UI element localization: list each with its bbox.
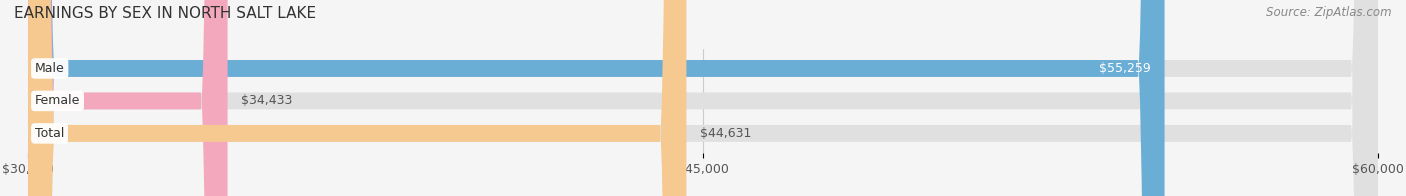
Text: $44,631: $44,631 [700, 127, 751, 140]
FancyBboxPatch shape [28, 0, 686, 196]
Text: EARNINGS BY SEX IN NORTH SALT LAKE: EARNINGS BY SEX IN NORTH SALT LAKE [14, 6, 316, 21]
Text: Total: Total [35, 127, 65, 140]
Text: Male: Male [35, 62, 65, 75]
FancyBboxPatch shape [28, 0, 1378, 196]
Text: $55,259: $55,259 [1099, 62, 1152, 75]
FancyBboxPatch shape [28, 0, 1164, 196]
Text: Female: Female [35, 94, 80, 107]
FancyBboxPatch shape [28, 0, 228, 196]
Text: $34,433: $34,433 [240, 94, 292, 107]
FancyBboxPatch shape [28, 0, 1378, 196]
Text: Source: ZipAtlas.com: Source: ZipAtlas.com [1267, 6, 1392, 19]
FancyBboxPatch shape [28, 0, 1378, 196]
